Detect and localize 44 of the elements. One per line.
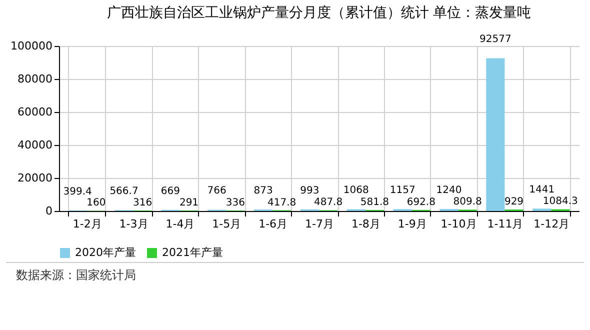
data-label: 92577	[480, 34, 512, 46]
data-label: 1240	[436, 184, 462, 196]
x-tick-label: 1-9月	[398, 218, 427, 230]
y-tick-label: 40000	[18, 138, 52, 152]
data-label: 929	[504, 196, 524, 208]
data-label: 566.7	[110, 186, 138, 198]
data-label: 873	[254, 186, 273, 197]
data-label: 417.8	[268, 197, 296, 208]
x-tick-label: 1-8月	[351, 218, 380, 230]
data-label: 809.8	[453, 196, 482, 208]
data-label: 487.8	[314, 197, 343, 208]
data-label: 1157	[390, 185, 416, 196]
data-label: 336	[226, 197, 245, 208]
bar	[486, 58, 505, 211]
data-label: 993	[300, 185, 320, 196]
chart-title: 广西壮族自治区工业锅炉产量分月度（累计值）统计 单位：蒸发量吨	[106, 5, 532, 22]
y-tick-label: 0	[46, 204, 52, 218]
x-tick-label: 1-11月	[487, 218, 524, 230]
y-tick-label: 100000	[10, 40, 52, 52]
x-tick-label: 1-5月	[212, 218, 242, 230]
legend-label: 2021年产量	[162, 246, 223, 259]
x-tick-label: 1-7月	[305, 218, 334, 230]
data-label: 1084.3	[542, 196, 578, 208]
x-tick-label: 1-10月	[440, 218, 477, 230]
y-tick-label: 60000	[18, 106, 52, 118]
data-label: 669	[160, 186, 180, 197]
data-label: 1441	[529, 184, 555, 196]
y-tick-label: 20000	[18, 172, 52, 184]
x-tick-label: 1-4月	[166, 218, 195, 230]
x-tick-label: 1-12月	[534, 218, 570, 230]
data-label: 1068	[343, 185, 369, 196]
data-label: 766	[207, 186, 226, 197]
source-note: 数据来源：国家统计局	[6, 262, 584, 288]
data-label: 581.8	[360, 197, 390, 208]
x-tick-label: 1-6月	[258, 218, 288, 230]
x-tick-label: 1-2月	[72, 218, 102, 230]
legend-label: 2020年产量	[75, 246, 136, 259]
data-label: 291	[179, 198, 199, 209]
y-tick-label: 80000	[18, 72, 52, 86]
data-label: 399.4	[63, 186, 92, 198]
data-label: 160	[86, 198, 106, 209]
data-label: 316	[133, 197, 152, 208]
data-label: 692.8	[406, 196, 436, 208]
x-tick-label: 1-3月	[119, 218, 148, 230]
